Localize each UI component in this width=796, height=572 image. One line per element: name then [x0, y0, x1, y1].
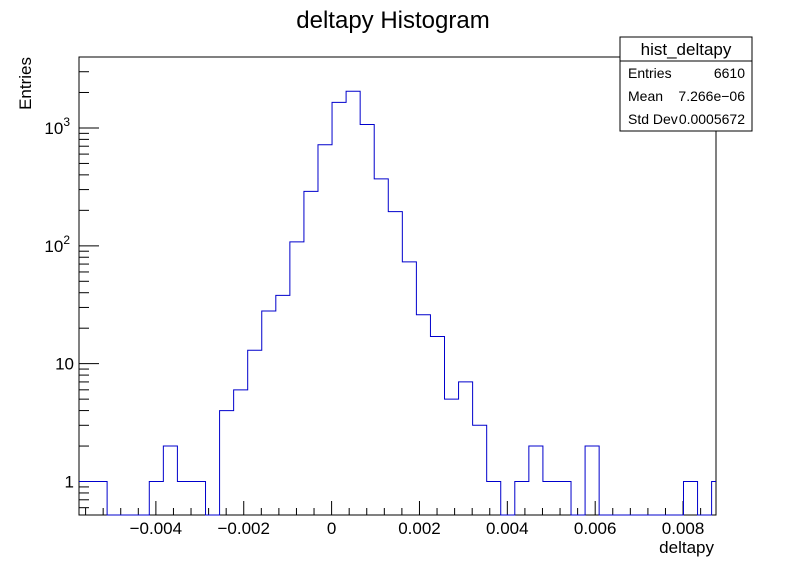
x-tick-label: −0.004	[130, 519, 182, 538]
x-tick-label: 0.004	[486, 519, 529, 538]
histogram-outline	[79, 90, 716, 516]
stats-row-label: Entries	[628, 65, 672, 81]
x-tick-label: 0	[327, 519, 336, 538]
stats-row-value: 6610	[714, 65, 745, 81]
stats-box-frame	[619, 36, 753, 132]
x-tick-label: 0.008	[662, 519, 705, 538]
y-tick-label: 102	[44, 233, 70, 256]
y-tick-label: 10	[55, 355, 74, 374]
x-tick-label: −0.002	[217, 519, 269, 538]
stats-row-value: 0.0005672	[679, 111, 745, 127]
y-axis-label: Entries	[16, 57, 35, 110]
stats-row-label: Std Dev	[628, 111, 678, 127]
x-tick-label: 0.002	[398, 519, 441, 538]
stats-box-title: hist_deltapy	[641, 40, 732, 59]
x-axis-label: deltapy	[659, 538, 714, 557]
stats-row-value: 7.266e−06	[678, 88, 745, 104]
x-axis: −0.004 −0.002 0 0.002 0.004 0.006 0.008	[85, 501, 705, 538]
chart-title: deltapy Histogram	[296, 7, 489, 34]
y-tick-label: 103	[44, 115, 70, 138]
y-axis: 1 10 102 103	[44, 56, 99, 509]
plot-frame	[78, 56, 717, 516]
x-tick-label: 0.006	[574, 519, 617, 538]
stats-row-label: Mean	[628, 88, 663, 104]
stats-box: hist_deltapy Entries 6610 Mean 7.266e−06Std…	[619, 36, 753, 132]
y-tick-label: 1	[65, 473, 74, 492]
